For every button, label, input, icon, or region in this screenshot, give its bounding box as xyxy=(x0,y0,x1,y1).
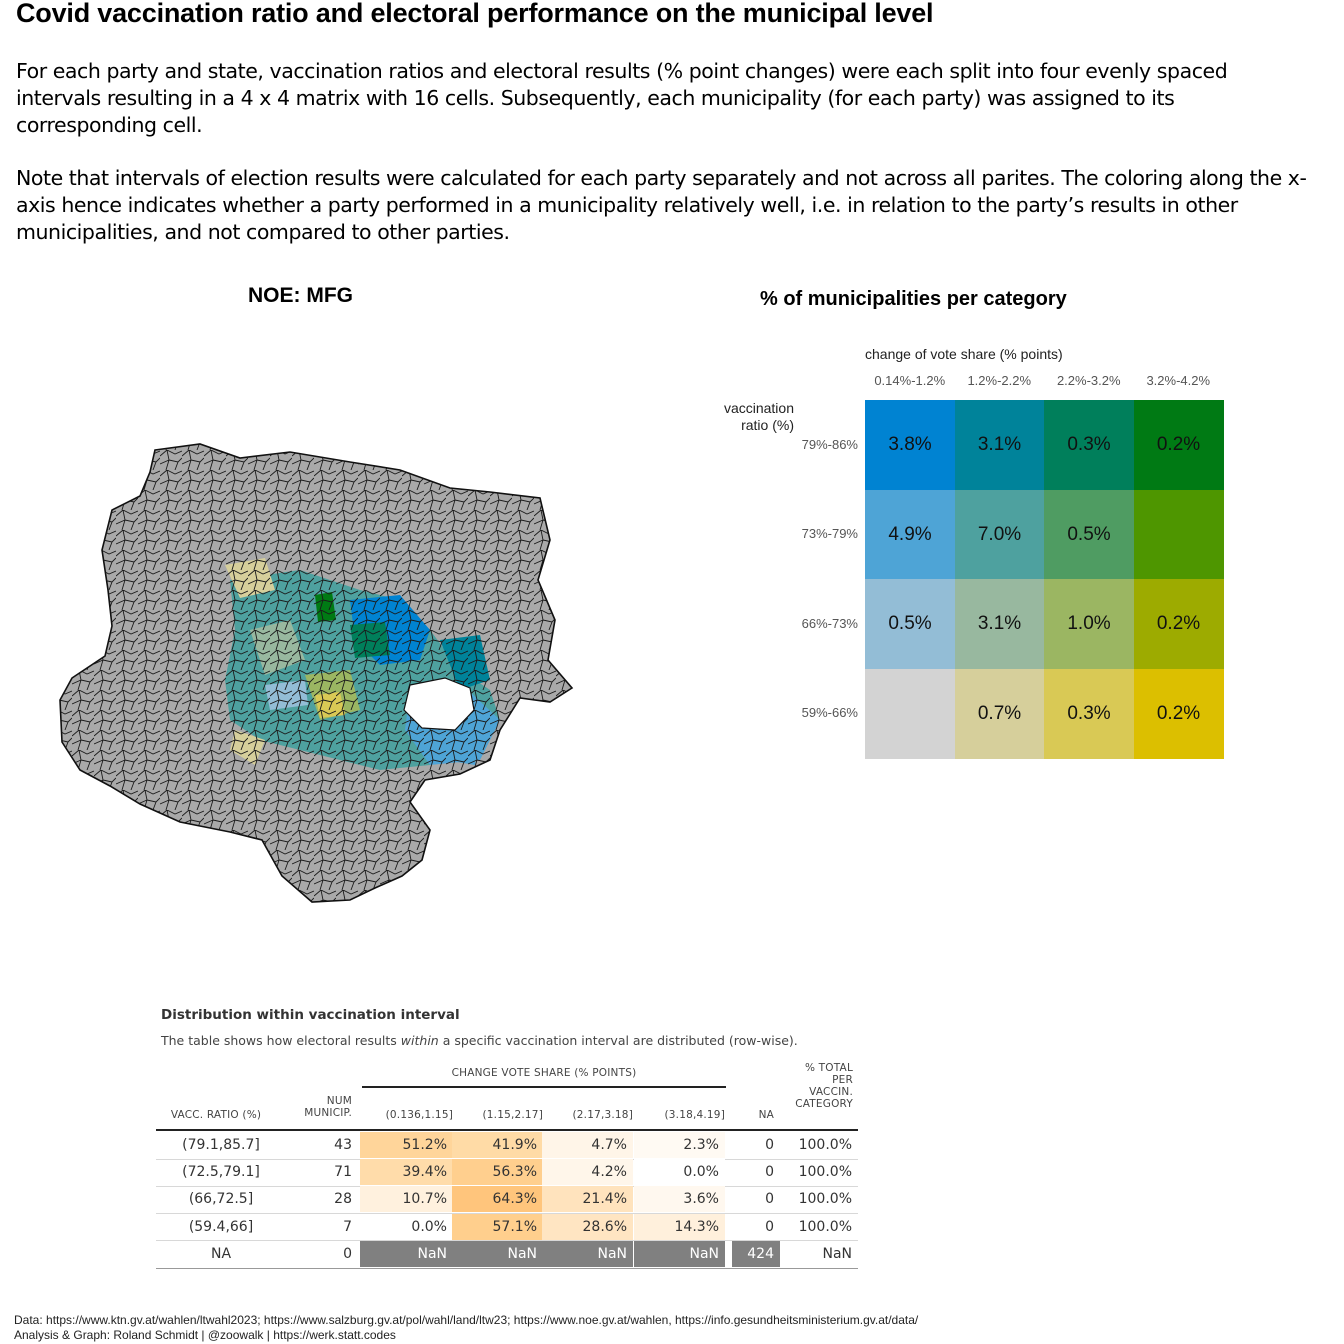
heatmap-cell: 3.1% xyxy=(954,579,1045,669)
intro-paragraph-2: Note that intervals of election results … xyxy=(16,166,1307,244)
table-cell: 28 xyxy=(334,1191,352,1208)
table-cell: (79.1,85.7] xyxy=(182,1137,260,1153)
heatmap-x-tick: 0.14%-1.2% xyxy=(874,373,946,388)
municipality-map xyxy=(59,443,573,903)
col-header-bin-2: (1.15,2.17] xyxy=(482,1109,543,1121)
table-cell: NaN xyxy=(822,1245,852,1262)
table-cell: 0 xyxy=(765,1218,774,1235)
footer-data-sources: Data: https://www.ktn.gv.at/wahlen/ltwah… xyxy=(14,1313,919,1327)
col-header-total-line-2: PER xyxy=(832,1074,853,1086)
col-header-bin-4: (3.18,4.19] xyxy=(664,1109,725,1121)
table-cell: NaN xyxy=(542,1240,633,1267)
heatmap-title: % of municipalities per category xyxy=(760,288,1067,310)
main-title: Covid vaccination ratio and electoral pe… xyxy=(16,0,934,28)
table-cell: 2.3% xyxy=(634,1132,725,1158)
table-cell: 21.4% xyxy=(542,1186,633,1213)
table-cell: 0.0% xyxy=(634,1159,725,1186)
table-cell: 71 xyxy=(334,1164,352,1181)
table-cell: 39.4% xyxy=(360,1159,453,1186)
table-spanner-rule xyxy=(362,1086,726,1088)
table-cell: (72.5,79.1] xyxy=(182,1164,260,1181)
heatmap-y-tick: 73%-79% xyxy=(801,526,858,542)
table-cell: NaN xyxy=(452,1240,543,1267)
map-title: NOE: MFG xyxy=(248,284,353,307)
heatmap-y-axis-label: vaccination ratio (%) xyxy=(723,400,794,433)
table-cell: 4.7% xyxy=(542,1132,633,1158)
table-cell: 57.1% xyxy=(452,1213,543,1240)
table-cell: 3.6% xyxy=(634,1186,725,1213)
heatmap-cell: 0.2% xyxy=(1133,668,1224,759)
heatmap-x-tick: 1.2%-2.2% xyxy=(967,373,1032,388)
col-header-num-municip: NUM MUNICIP. xyxy=(282,1095,352,1119)
heatmap-cell: 0.2% xyxy=(1133,400,1224,490)
table-cell: 100.0% xyxy=(798,1218,852,1235)
col-header-total-line-3: VACCIN. xyxy=(809,1086,853,1098)
table-cell: NaN xyxy=(360,1240,453,1267)
table-subtitle-post: a specific vaccination interval are dist… xyxy=(438,1033,798,1048)
intro-paragraph-1: For each party and state, vaccination ra… xyxy=(16,59,1228,137)
table-cell: 0 xyxy=(765,1164,774,1181)
table-subtitle: The table shows how electoral results wi… xyxy=(161,1033,798,1048)
col-header-bin-3: (2.17,3.18] xyxy=(572,1109,633,1121)
footer-credits: Analysis & Graph: Roland Schmidt | @zoow… xyxy=(14,1328,396,1342)
table-cell: 100.0% xyxy=(798,1164,852,1181)
heatmap-cell: 0.2% xyxy=(1133,579,1224,669)
heatmap-cell: 0.3% xyxy=(1044,668,1134,759)
col-header-na: NA xyxy=(758,1109,774,1121)
heatmap-cell xyxy=(1133,489,1224,580)
table-cell: 0.0% xyxy=(360,1213,453,1240)
heatmap-cell: 7.0% xyxy=(954,489,1045,580)
heatmap-cell: 4.9% xyxy=(865,489,955,580)
heatmap-cell: 0.7% xyxy=(954,668,1045,759)
table-header-rule xyxy=(156,1129,858,1131)
table-cell: 424 xyxy=(732,1240,780,1267)
table-cell: 64.3% xyxy=(452,1186,543,1213)
table-cell: 0 xyxy=(343,1245,352,1262)
table-title: Distribution within vaccination interval xyxy=(161,1007,460,1023)
table-cell: 43 xyxy=(334,1137,352,1153)
heatmap-y-tick: 79%-86% xyxy=(801,436,858,452)
heatmap-x-axis-label: change of vote share (% points) xyxy=(865,346,1063,362)
table-cell: 100.0% xyxy=(798,1191,852,1208)
table-cell: (59.4,66] xyxy=(188,1218,254,1235)
col-header-num-line-1: NUM xyxy=(326,1095,352,1107)
table-cell: 4.2% xyxy=(542,1159,633,1186)
table-cell: NA xyxy=(210,1245,232,1262)
table-subtitle-emphasis: within xyxy=(400,1033,439,1048)
table-cell: 7 xyxy=(343,1218,352,1235)
col-header-bin-1: (0.136,1.15] xyxy=(385,1109,453,1121)
heatmap-y-tick: 66%-73% xyxy=(801,615,858,631)
table-spanner-label: CHANGE VOTE SHARE (% POINTS) xyxy=(451,1067,637,1079)
heatmap-cell: 0.5% xyxy=(1044,489,1134,580)
col-header-num-line-2: MUNICIP. xyxy=(304,1107,352,1119)
table-bottom-rule xyxy=(156,1268,858,1269)
heatmap-x-tick: 3.2%-4.2% xyxy=(1146,373,1211,388)
table-cell: (66,72.5] xyxy=(188,1191,254,1208)
table-cell: 0 xyxy=(765,1137,774,1153)
heatmap-y-tick: 59%-66% xyxy=(801,705,858,721)
table-cell: 100.0% xyxy=(798,1137,852,1153)
col-header-total-line-1: % TOTAL xyxy=(804,1062,853,1074)
table-cell: 56.3% xyxy=(452,1159,543,1186)
heatmap-x-tick: 2.2%-3.2% xyxy=(1056,373,1121,388)
heatmap-cell: 0.3% xyxy=(1044,400,1134,490)
col-header-total-line-4: CATEGORY xyxy=(795,1098,853,1110)
table-cell: 14.3% xyxy=(634,1213,725,1240)
table-cell: 10.7% xyxy=(360,1186,453,1213)
col-header-vacc-ratio: VACC. RATIO (%) xyxy=(170,1109,262,1121)
heatmap-cell: 3.8% xyxy=(865,400,955,490)
table-cell: 41.9% xyxy=(452,1132,543,1158)
heatmap-cell: 0.5% xyxy=(865,579,955,669)
table-cell: 28.6% xyxy=(542,1213,633,1240)
heatmap-cell: 1.0% xyxy=(1044,579,1134,669)
heatmap-cell xyxy=(865,668,955,759)
col-header-total: % TOTAL PER VACCIN. CATEGORY xyxy=(778,1062,853,1110)
table-cell: NaN xyxy=(634,1240,725,1267)
table-cell: 0 xyxy=(765,1191,774,1208)
table-cell: 51.2% xyxy=(360,1132,453,1158)
heatmap-cell: 3.1% xyxy=(954,400,1045,490)
table-subtitle-pre: The table shows how electoral results xyxy=(161,1033,401,1048)
